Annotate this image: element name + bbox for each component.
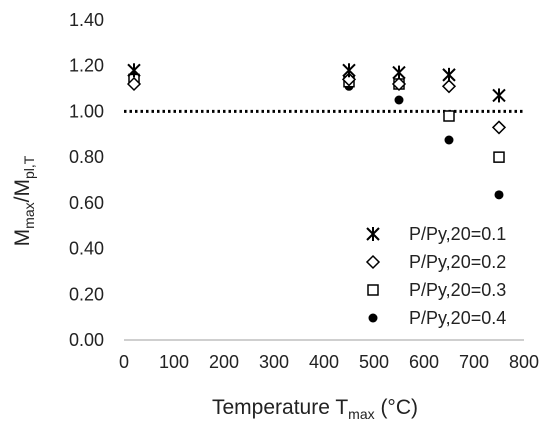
y-tick-label: 0.80 — [69, 147, 104, 167]
data-points — [126, 63, 507, 200]
x-tick-label: 700 — [459, 352, 489, 372]
legend-marker — [368, 313, 378, 323]
data-point — [392, 65, 406, 80]
legend-marker — [366, 227, 380, 241]
y-tick-label: 0.40 — [69, 239, 104, 259]
legend-item: P/Py,20=0.3 — [367, 280, 506, 300]
x-tick-label: 200 — [209, 352, 239, 372]
data-point — [493, 151, 505, 163]
y-tick-label: 1.40 — [69, 10, 104, 30]
data-point — [341, 72, 357, 87]
data-point — [391, 76, 407, 92]
data-point — [491, 120, 507, 135]
x-tick-label: 800 — [509, 352, 539, 372]
data-point — [492, 88, 506, 103]
legend-label: P/Py,20=0.1 — [409, 224, 506, 244]
x-tick-label: 0 — [119, 352, 129, 372]
data-point — [443, 110, 455, 122]
data-point — [126, 76, 142, 92]
data-point — [444, 135, 454, 145]
x-axis-label: Temperature Tmax (°C) — [212, 396, 418, 422]
legend-item: P/Py,20=0.2 — [365, 252, 506, 272]
x-tick-label: 500 — [359, 352, 389, 372]
data-point — [442, 67, 456, 82]
legend-marker — [367, 284, 379, 296]
x-tick-labels: 0 100 200 300 400 500 600 700 800 — [119, 352, 539, 372]
legend-label: P/Py,20=0.4 — [409, 308, 506, 328]
y-tick-label: 1.00 — [69, 101, 104, 121]
data-point — [342, 63, 356, 78]
legend-label: P/Py,20=0.2 — [409, 252, 506, 272]
legend-item: P/Py,20=0.4 — [368, 308, 506, 328]
legend-marker — [365, 254, 381, 270]
y-tick-label: 1.20 — [69, 56, 104, 76]
legend-label: P/Py,20=0.3 — [409, 280, 506, 300]
data-point — [441, 79, 457, 94]
y-axis-label: Mmax/Mpl,T — [11, 155, 37, 246]
data-point — [394, 95, 404, 105]
x-tick-label: 300 — [259, 352, 289, 372]
legend-item: P/Py,20=0.1 — [366, 224, 506, 244]
y-tick-label: 0.60 — [69, 193, 104, 213]
y-tick-label: 0.00 — [69, 330, 104, 350]
data-point — [494, 190, 504, 200]
y-tick-label: 0.20 — [69, 284, 104, 304]
x-tick-label: 400 — [309, 352, 339, 372]
x-tick-label: 600 — [409, 352, 439, 372]
data-point — [127, 63, 141, 78]
y-tick-labels: 0.00 0.20 0.40 0.60 0.80 1.00 1.20 1.40 — [69, 10, 104, 350]
x-tick-label: 100 — [159, 352, 189, 372]
legend: P/Py,20=0.1 P/Py,20=0.2 P/Py,20=0.3 P/Py,20… — [365, 224, 506, 328]
